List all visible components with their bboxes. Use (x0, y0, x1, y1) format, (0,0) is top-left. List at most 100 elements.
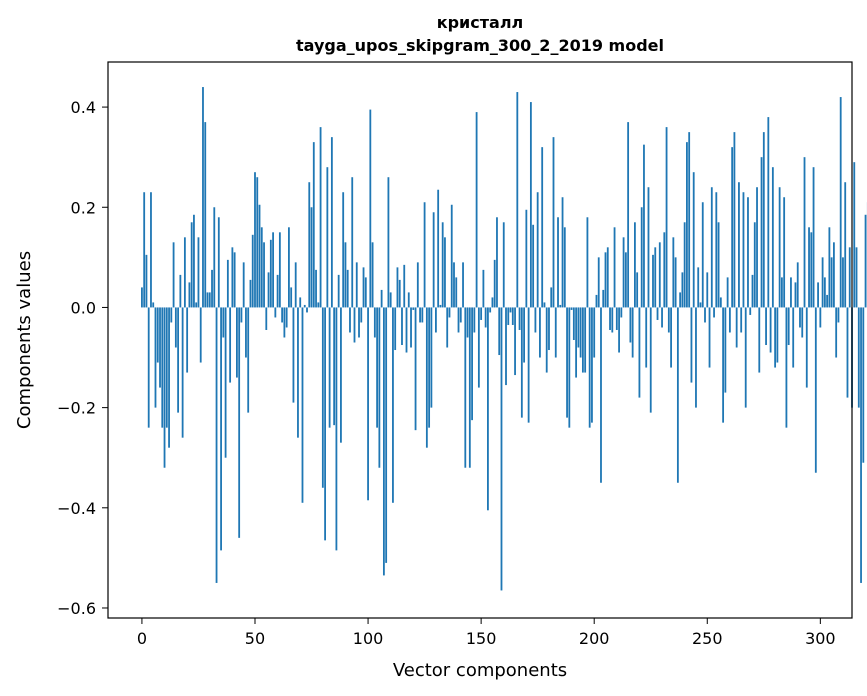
bar (796, 262, 799, 308)
bar (690, 307, 693, 383)
bar (143, 192, 146, 308)
bar (496, 217, 498, 308)
bar (733, 132, 736, 308)
bar (819, 307, 822, 328)
bar (516, 92, 519, 308)
bar (312, 142, 315, 308)
bar (441, 222, 444, 308)
bar (591, 307, 593, 423)
bar (654, 247, 657, 308)
x-tick-label: 300 (805, 629, 836, 648)
bar (860, 307, 862, 583)
x-axis-label: Vector components (393, 660, 567, 681)
bar (548, 307, 550, 351)
chart-title-line2: tayga_upos_skipgram_300_2_2019 model (296, 36, 664, 55)
bar (202, 87, 204, 308)
y-tick-label: −0.4 (57, 499, 96, 518)
bar (489, 307, 492, 313)
bar (602, 289, 605, 308)
bar (532, 224, 535, 308)
bar (787, 307, 790, 346)
bar (222, 307, 225, 338)
bar (783, 197, 786, 308)
bar (392, 307, 394, 503)
bar (695, 307, 697, 408)
bar (688, 132, 691, 308)
bar (765, 307, 767, 346)
bar (355, 262, 358, 308)
bar (638, 307, 641, 398)
bar (704, 307, 706, 323)
bar (760, 157, 763, 308)
bar (367, 307, 369, 501)
bar (493, 259, 496, 308)
bar (529, 102, 532, 308)
bar (238, 307, 241, 538)
bar (778, 187, 781, 308)
bar (439, 304, 442, 308)
bar (665, 127, 668, 308)
bar (584, 307, 587, 373)
bar (643, 144, 645, 308)
bar (428, 307, 431, 428)
bar (224, 307, 227, 458)
bar (369, 109, 372, 308)
bar (457, 307, 460, 333)
bar (762, 132, 765, 308)
bar (507, 307, 510, 325)
bar (738, 182, 740, 308)
bar (539, 307, 541, 358)
bar (172, 242, 175, 308)
bar (448, 307, 451, 318)
bar (672, 237, 675, 308)
bar (249, 279, 252, 308)
bar (572, 307, 575, 340)
bar (864, 214, 867, 308)
bar (254, 172, 256, 308)
bar (265, 307, 268, 330)
bar (245, 307, 247, 358)
bar (220, 307, 222, 551)
bar (385, 307, 388, 563)
bar (159, 307, 161, 388)
x-tick-label: 0 (137, 629, 147, 648)
bar (236, 307, 238, 378)
bar (437, 189, 440, 308)
bar (839, 97, 842, 308)
bar (686, 142, 688, 308)
bar (444, 237, 446, 308)
bar (380, 289, 383, 308)
bar (771, 167, 774, 308)
bar (570, 307, 573, 310)
bar (609, 307, 611, 330)
bar (186, 307, 189, 373)
bar-series (141, 87, 867, 591)
bar (482, 269, 485, 308)
bar (278, 232, 281, 308)
bar (251, 234, 254, 308)
bar (541, 147, 544, 308)
bar (487, 307, 489, 511)
bar (183, 237, 186, 308)
bar (208, 292, 211, 308)
bar (618, 307, 620, 353)
bar (681, 272, 684, 308)
bar (405, 307, 408, 353)
bar (717, 222, 720, 308)
bar (683, 222, 686, 308)
bar (801, 307, 804, 338)
bar (645, 307, 648, 368)
bar (161, 307, 164, 428)
bar (324, 307, 326, 541)
bar (484, 307, 487, 328)
bar (826, 294, 829, 308)
bar (389, 292, 392, 308)
bar (477, 307, 480, 388)
bar (407, 292, 410, 308)
bar (808, 227, 810, 308)
bar (805, 307, 808, 388)
bar (306, 307, 308, 313)
bar (455, 277, 458, 308)
bar (177, 307, 180, 413)
y-axis: −0.6 −0.4 −0.2 0.0 0.2 0.4 (57, 98, 108, 618)
